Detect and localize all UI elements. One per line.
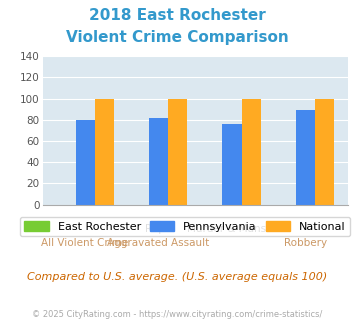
- Bar: [223, 124, 241, 205]
- Text: 2018 East Rochester: 2018 East Rochester: [89, 8, 266, 23]
- Bar: [315, 99, 334, 205]
- Text: Rape: Rape: [146, 224, 172, 234]
- Text: Murder & Mans...: Murder & Mans...: [187, 224, 277, 234]
- Bar: [76, 120, 95, 205]
- Text: Aggravated Assault: Aggravated Assault: [108, 238, 210, 248]
- Text: All Violent Crime: All Violent Crime: [42, 238, 129, 248]
- Bar: [149, 117, 168, 205]
- Text: © 2025 CityRating.com - https://www.cityrating.com/crime-statistics/: © 2025 CityRating.com - https://www.city…: [32, 310, 323, 319]
- Text: Robbery: Robbery: [284, 238, 327, 248]
- Bar: [95, 99, 114, 205]
- Legend: East Rochester, Pennsylvania, National: East Rochester, Pennsylvania, National: [20, 217, 350, 236]
- Text: Compared to U.S. average. (U.S. average equals 100): Compared to U.S. average. (U.S. average …: [27, 272, 328, 282]
- Text: Violent Crime Comparison: Violent Crime Comparison: [66, 30, 289, 45]
- Bar: [296, 110, 315, 205]
- Bar: [241, 99, 261, 205]
- Bar: [168, 99, 187, 205]
